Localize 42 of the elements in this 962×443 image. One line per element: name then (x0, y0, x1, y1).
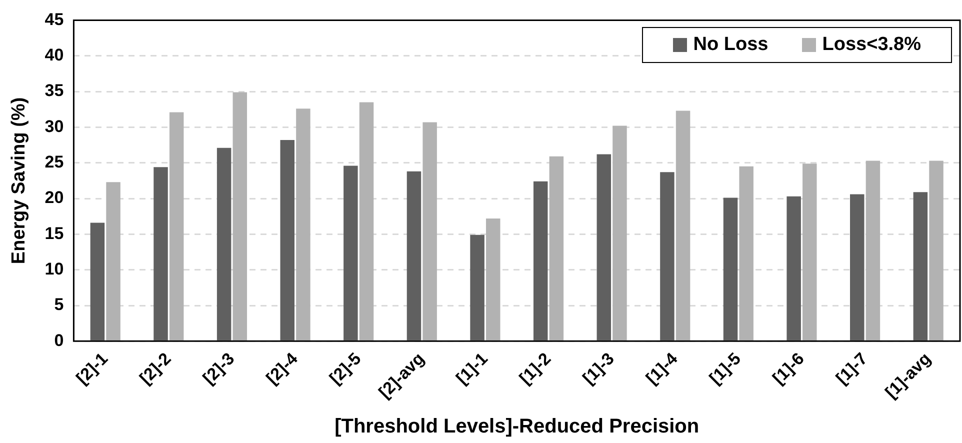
y-tick-label: 15 (44, 224, 64, 243)
bar (470, 234, 484, 340)
bar (106, 182, 120, 340)
bar (786, 196, 801, 340)
bar (850, 194, 864, 340)
bar (296, 108, 310, 340)
bar (154, 167, 168, 340)
bar (280, 140, 294, 340)
bar (344, 166, 358, 340)
y-tick-label: 30 (44, 116, 64, 136)
y-tick-label: 40 (44, 46, 64, 65)
bar (90, 222, 105, 340)
y-tick-label: 20 (44, 188, 64, 208)
bar (802, 164, 817, 340)
bar (549, 156, 564, 340)
bar (929, 160, 944, 340)
y-tick-label: 5 (54, 295, 64, 314)
bar (533, 181, 548, 340)
bar (596, 154, 612, 340)
legend-label: Loss<3.8% (822, 34, 921, 56)
bar (216, 148, 232, 340)
bar (169, 112, 184, 340)
bar (612, 126, 627, 340)
y-tick-label: 25 (44, 152, 64, 172)
bar (913, 192, 928, 340)
bar (232, 92, 248, 340)
bar (359, 102, 374, 340)
bar (676, 110, 690, 340)
y-tick-label: 35 (44, 81, 64, 100)
bar (723, 198, 738, 340)
y-tick-label: 10 (44, 260, 64, 279)
bar (660, 172, 674, 340)
y-tick-label: 45 (44, 10, 64, 29)
x-axis-title: [Threshold Levels]-Reduced Precision (334, 416, 700, 438)
bar (406, 171, 422, 340)
bar (739, 166, 754, 340)
bar (422, 122, 437, 340)
bar (486, 218, 500, 340)
y-axis-title: Energy Saving (%) (8, 97, 30, 264)
bar (866, 160, 880, 340)
y-tick-label: 0 (54, 330, 64, 350)
legend-label: No Loss (693, 34, 768, 56)
